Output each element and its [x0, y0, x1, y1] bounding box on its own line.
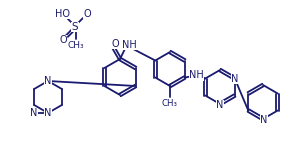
Text: N: N — [260, 115, 268, 125]
Text: HO: HO — [56, 9, 71, 19]
Text: N: N — [30, 108, 38, 118]
Text: N: N — [231, 73, 238, 83]
Text: N: N — [44, 76, 52, 86]
Text: CH₃: CH₃ — [68, 41, 84, 49]
Text: NH: NH — [189, 70, 204, 80]
Text: CH₃: CH₃ — [162, 98, 178, 107]
Text: NH: NH — [122, 40, 136, 50]
Text: O: O — [112, 39, 119, 49]
Text: O: O — [83, 9, 91, 19]
Text: O: O — [59, 35, 67, 45]
Text: N: N — [216, 100, 224, 110]
Text: S: S — [72, 22, 78, 32]
Text: N: N — [44, 108, 52, 118]
